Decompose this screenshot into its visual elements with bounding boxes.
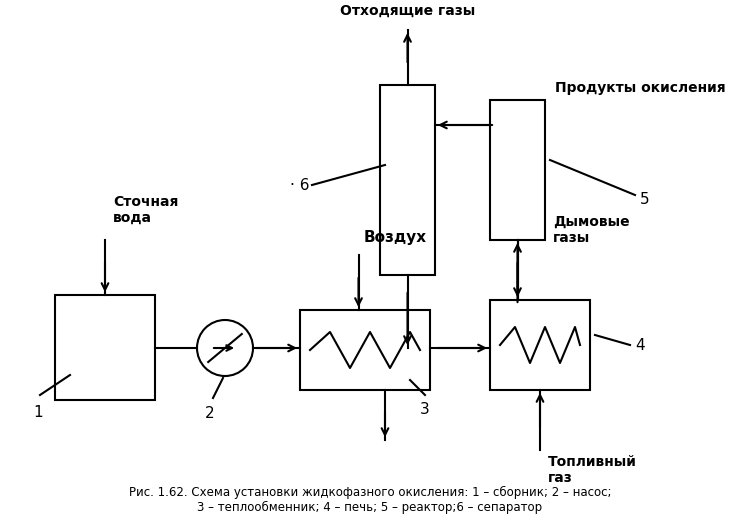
Bar [490, 300, 590, 390]
Text: 2: 2 [205, 406, 215, 421]
Text: 3: 3 [420, 402, 430, 417]
Bar [55, 295, 155, 400]
Bar [300, 310, 430, 390]
Text: Топливный
газ: Топливный газ [548, 455, 637, 485]
Text: Продукты окисления: Продукты окисления [555, 81, 726, 95]
Text: Сточная
вода: Сточная вода [113, 195, 178, 225]
Circle shape [197, 320, 253, 376]
Text: 1: 1 [33, 405, 43, 420]
Text: · 6: · 6 [290, 178, 309, 193]
Text: Рис. 1.62. Схема установки жидкофазного окисления: 1 – сборник; 2 – насос;
3 – т: Рис. 1.62. Схема установки жидкофазного … [129, 486, 611, 514]
Text: Воздух: Воздух [363, 230, 427, 245]
Bar [380, 85, 435, 275]
Text: 4: 4 [635, 337, 645, 353]
Bar [490, 100, 545, 240]
Text: Отходящие газы: Отходящие газы [340, 4, 475, 18]
Text: Дымовые
газы: Дымовые газы [553, 215, 630, 245]
Text: 5: 5 [640, 193, 650, 207]
